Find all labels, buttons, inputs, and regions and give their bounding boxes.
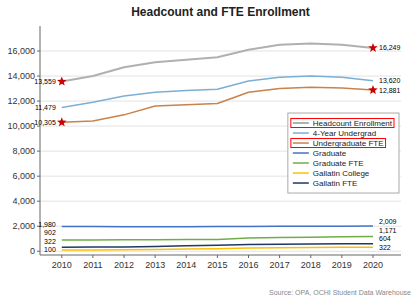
star-marker	[57, 117, 67, 126]
legend-highlight	[291, 139, 386, 148]
x-axis	[40, 255, 401, 256]
legend-swatch	[293, 142, 309, 144]
legend-highlight	[291, 119, 394, 128]
y-tick-label: 6,000	[12, 171, 35, 181]
x-tick-label: 2016	[238, 260, 258, 270]
y-tick-label: 10,000	[7, 121, 35, 131]
legend-label: Gallatin College	[313, 169, 370, 178]
x-tick-label: 2018	[301, 260, 321, 270]
legend-swatch	[293, 182, 309, 184]
end-label: 1,980	[38, 221, 56, 228]
series-line	[62, 244, 373, 248]
background	[0, 0, 415, 299]
legend-label: Headcount Enrollment	[313, 119, 393, 128]
legend-swatch	[293, 172, 309, 174]
legend-box	[288, 113, 399, 193]
x-tick-label: 2011	[83, 260, 102, 270]
series-line	[62, 225, 373, 227]
end-label: 11,479	[35, 104, 56, 111]
end-label: 13,620	[379, 77, 401, 84]
grid-line	[40, 251, 401, 252]
y-tick-label: 8,000	[12, 146, 35, 156]
x-tick-label: 2012	[114, 260, 134, 270]
legend-swatch	[293, 132, 309, 134]
x-tick-label: 2010	[52, 260, 72, 270]
legend-swatch	[293, 162, 309, 164]
x-tick-label: 2020	[363, 260, 383, 270]
legend-label: Graduate	[313, 149, 347, 158]
star-marker	[368, 85, 378, 94]
end-label: 13,559	[34, 78, 56, 85]
legend-swatch	[293, 122, 309, 124]
legend-label: Undergraduate FTE	[313, 139, 384, 148]
chart: 02,0004,0006,0008,00010,00012,00014,0001…	[0, 0, 415, 299]
grid-line	[40, 226, 401, 227]
end-label: 1,171	[379, 227, 397, 234]
end-label: 902	[44, 229, 56, 236]
y-tick-label: 16,000	[7, 46, 35, 56]
end-label: 10,305	[34, 119, 56, 126]
series-line	[62, 44, 373, 82]
x-tick-label: 2013	[145, 260, 165, 270]
end-label: 322	[44, 238, 56, 245]
title: Headcount and FTE Enrollment	[131, 5, 310, 19]
x-tick-label: 2014	[176, 260, 196, 270]
x-tick-label: 2015	[207, 260, 227, 270]
legend-label: Gallatin FTE	[313, 179, 357, 188]
y-grid	[40, 51, 401, 251]
legend-label: Graduate FTE	[313, 159, 364, 168]
legend-swatch	[293, 152, 309, 154]
x-tick-label: 2017	[270, 260, 290, 270]
x-tick-label: 2019	[332, 260, 352, 270]
series-line	[62, 237, 373, 240]
source: Source: OPA, OCHI Student Data Warehouse	[269, 289, 411, 296]
grid-line	[40, 201, 401, 202]
end-label: 100	[44, 246, 56, 253]
grid-line	[40, 51, 401, 52]
legend-label: 4-Year Undergrad	[313, 129, 376, 138]
star-marker	[368, 43, 378, 52]
star-marker	[57, 77, 67, 86]
y-tick-label: 14,000	[7, 71, 35, 81]
y-tick-label: 4,000	[12, 196, 35, 206]
end-label: 322	[379, 244, 391, 251]
y-tick-label: 2,000	[12, 221, 35, 231]
end-label: 2,009	[379, 218, 397, 225]
end-label: 16,249	[379, 44, 401, 51]
end-label: 12,881	[379, 87, 401, 94]
y-tick-label: 12,000	[7, 96, 35, 106]
y-tick-label: 0	[30, 246, 35, 256]
end-label: 604	[379, 235, 391, 242]
legend: Headcount Enrollment4-Year UndergradUnde…	[288, 113, 399, 193]
